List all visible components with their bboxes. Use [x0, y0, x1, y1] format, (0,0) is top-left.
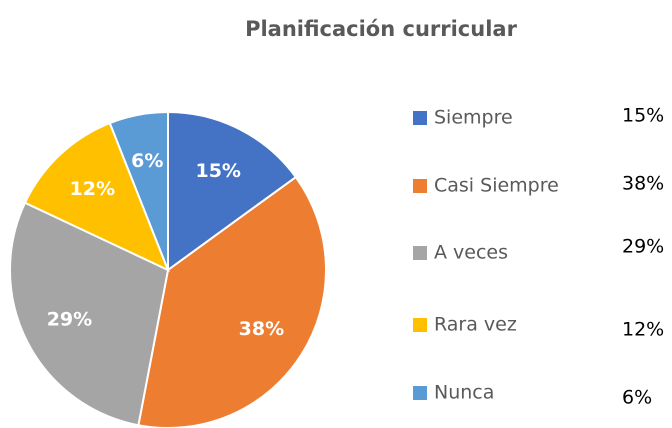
legend-swatch — [413, 111, 427, 125]
legend-label: Nunca — [434, 382, 494, 404]
legend-value: 15% — [622, 105, 664, 127]
legend-swatch — [413, 386, 427, 400]
legend-label: Casi Siempre — [434, 175, 559, 197]
pie-slice — [23, 121, 170, 272]
pie-slice — [167, 110, 298, 272]
chart-title: Planificación curricular — [245, 17, 518, 41]
pie-slice — [9, 201, 170, 427]
slice-label: 6% — [131, 150, 163, 172]
slice-label: 38% — [239, 318, 284, 340]
pie-slice — [108, 110, 169, 271]
slice-label: 12% — [70, 178, 115, 200]
legend-label: A veces — [434, 242, 508, 264]
legend-value: 38% — [622, 173, 664, 195]
legend-value: 29% — [622, 236, 664, 258]
legend-label: Siempre — [434, 107, 513, 129]
legend-swatch — [413, 179, 427, 193]
legend-value: 6% — [622, 387, 652, 409]
legend-label: Rara vez — [434, 314, 517, 336]
slice-label: 29% — [47, 309, 92, 331]
legend-value: 12% — [622, 319, 664, 341]
legend-swatch — [413, 246, 427, 260]
slice-label: 15% — [195, 160, 240, 182]
pie-slice — [137, 175, 327, 428]
legend-swatch — [413, 318, 427, 332]
